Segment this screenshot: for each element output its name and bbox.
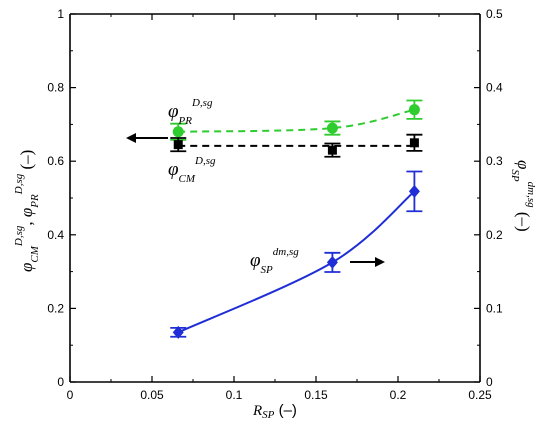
y-left-tick-label: 0.4	[47, 228, 64, 242]
x-tick-label: 0.05	[140, 388, 164, 402]
x-tick-label: 0.25	[468, 388, 492, 402]
cm-data-point	[409, 138, 419, 148]
cm-series-label: φCMD,sg	[168, 155, 216, 185]
svg-text:φCMD,sg, φPRD,sg (–): φCMD,sg, φPRD,sg (–)	[13, 150, 41, 272]
sp-series-line	[177, 190, 416, 334]
x-tick-label: 0.15	[304, 388, 328, 402]
svg-text:φSPdm,sg (–): φSPdm,sg (–)	[509, 160, 537, 232]
y-right-tick-label: 0.1	[486, 301, 503, 315]
pr-data-point	[408, 104, 420, 116]
series-layer	[170, 99, 423, 339]
y-left-tick-label: 0.2	[47, 301, 64, 315]
y-right-tick-label: 0.5	[486, 7, 503, 21]
sp-data-point	[408, 184, 420, 198]
ticks: 0 0.05 0.1 0.15 0.2 0.2500.20.40.60.8100.10.2…	[47, 7, 503, 402]
sp-series-label: φSPdm,sg	[250, 246, 299, 276]
x-tick-label: 0	[67, 388, 74, 402]
y-left-tick-label: 0.8	[47, 81, 64, 95]
cm-data-point	[327, 145, 337, 155]
y-right-tick-label: 0.3	[486, 154, 503, 168]
left-axis-arrow	[126, 133, 168, 143]
cm-series	[170, 133, 423, 158]
y-right-tick-label: 0	[486, 375, 493, 389]
plot-frame	[69, 13, 481, 383]
left-y-axis-label: φCMD,sg, φPRD,sg (–)	[13, 150, 41, 272]
sp-series	[170, 170, 423, 339]
x-tick-label: 0.1	[226, 388, 243, 402]
pr-data-point	[326, 122, 338, 134]
y-left-tick-label: 0	[57, 375, 64, 389]
sp-data-point	[326, 255, 338, 269]
cm-data-point	[173, 140, 183, 150]
pr-series-label: φPRD,sg	[168, 97, 213, 127]
sp-data-point	[172, 325, 184, 339]
y-right-tick-label: 0.4	[486, 81, 503, 95]
right-axis-arrow	[350, 257, 385, 267]
y-right-tick-label: 0.2	[486, 228, 503, 242]
pr-data-point	[172, 126, 184, 138]
pr-series-line	[178, 108, 415, 133]
right-y-axis-label: φSPdm,sg (–)	[509, 160, 537, 232]
x-tick-label: 0.2	[390, 388, 407, 402]
y-left-tick-label: 1	[57, 7, 64, 21]
x-axis-label: RSP (–)	[252, 402, 297, 421]
y-left-tick-label: 0.6	[47, 154, 64, 168]
